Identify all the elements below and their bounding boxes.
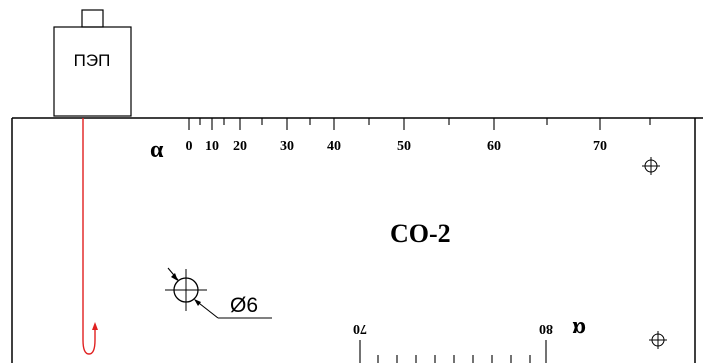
beam-arrow-icon — [92, 322, 98, 330]
probe-cap — [81, 9, 104, 28]
probe-label: ПЭП — [74, 51, 111, 70]
block-title: CO-2 — [390, 219, 451, 248]
hole-diameter-label: Ø6 — [230, 294, 258, 317]
top-scale-label: 0 — [186, 139, 193, 154]
bottom-scale-label: 70 — [353, 321, 367, 336]
top-scale-labels: 0 10 20 30 40 50 60 70 — [186, 139, 608, 154]
reference-hole — [165, 267, 272, 319]
hole-arrow-lower-icon — [194, 299, 201, 306]
top-scale-label: 10 — [205, 139, 219, 154]
top-scale-label: 70 — [593, 139, 607, 154]
top-scale-label: 50 — [397, 139, 411, 154]
bottom-scale-ticks — [359, 340, 547, 363]
block-outline — [11, 117, 703, 363]
top-scale-label: 30 — [280, 139, 294, 154]
bottom-scale-label: 80 — [539, 321, 553, 336]
probe: ПЭП — [53, 9, 132, 117]
top-scale-ticks — [188, 118, 651, 130]
beam-line — [82, 118, 96, 355]
top-scale-symbol: α — [150, 137, 164, 163]
crosshair-bottom-right-icon — [649, 331, 667, 349]
bottom-scale-labels: 70 80 — [353, 321, 553, 336]
hole-arrow-upper-icon — [171, 273, 178, 281]
top-scale-label: 20 — [233, 139, 247, 154]
bottom-scale-symbol: α — [572, 316, 586, 342]
beam-path — [82, 118, 98, 355]
top-scale-label: 60 — [487, 139, 501, 154]
top-scale-label: 40 — [327, 139, 341, 154]
bottom-angle-scale: 70 80 α — [353, 316, 586, 363]
probe-body — [53, 26, 132, 117]
top-angle-scale: α 0 10 20 30 40 50 60 70 — [150, 118, 651, 163]
crosshair-top-right-icon — [642, 157, 660, 175]
